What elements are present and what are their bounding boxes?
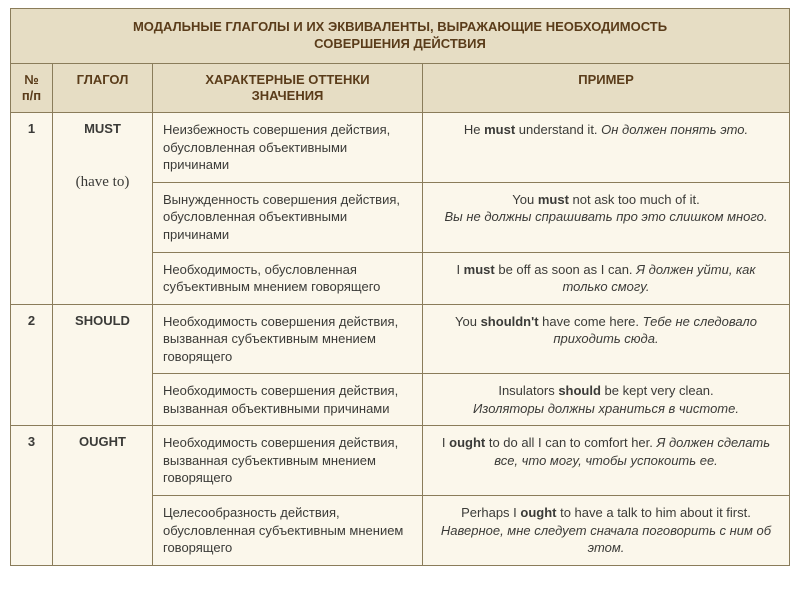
header-verb: ГЛАГОЛ	[53, 63, 153, 113]
table-title: МОДАЛЬНЫЕ ГЛАГОЛЫ И ИХ ЭКВИВАЛЕНТЫ, ВЫРА…	[11, 9, 790, 64]
row-verb: SHOULD	[53, 304, 153, 426]
table-row: 2 SHOULD Необходимость совершения действ…	[11, 304, 790, 374]
header-meaning: ХАРАКТЕРНЫЕ ОТТЕНКИ ЗНАЧЕНИЯ	[153, 63, 423, 113]
row-verb: MUST (have to)	[53, 113, 153, 304]
row-example: I ought to do all I can to comfort her. …	[423, 426, 790, 496]
row-num: 1	[11, 113, 53, 304]
table-row: 1 MUST (have to) Неизбежность совершения…	[11, 113, 790, 183]
row-meaning: Целесообразность действия, обусловленная…	[153, 496, 423, 566]
row-meaning: Неизбежность совершения действия, обусло…	[153, 113, 423, 183]
table-title-row: МОДАЛЬНЫЕ ГЛАГОЛЫ И ИХ ЭКВИВАЛЕНТЫ, ВЫРА…	[11, 9, 790, 64]
row-verb: OUGHT	[53, 426, 153, 565]
row-meaning: Необходимость совершения действия, вызва…	[153, 304, 423, 374]
row-num: 3	[11, 426, 53, 565]
title-line1: МОДАЛЬНЫЕ ГЛАГОЛЫ И ИХ ЭКВИВАЛЕНТЫ, ВЫРА…	[133, 19, 667, 34]
header-example: ПРИМЕР	[423, 63, 790, 113]
row-example: Perhaps I ought to have a talk to him ab…	[423, 496, 790, 566]
table-row: 3 OUGHT Необходимость совершения действи…	[11, 426, 790, 496]
row-meaning: Вынужденность совершения действия, обусл…	[153, 182, 423, 252]
row-meaning: Необходимость совершения действия, вызва…	[153, 374, 423, 426]
table-header-row: № п/п ГЛАГОЛ ХАРАКТЕРНЫЕ ОТТЕНКИ ЗНАЧЕНИ…	[11, 63, 790, 113]
row-example: He must understand it. Он должен понять …	[423, 113, 790, 183]
row-example: You must not ask too much of it. Вы не д…	[423, 182, 790, 252]
row-num: 2	[11, 304, 53, 426]
modal-verbs-table: МОДАЛЬНЫЕ ГЛАГОЛЫ И ИХ ЭКВИВАЛЕНТЫ, ВЫРА…	[10, 8, 790, 566]
row-example: Insulators should be kept very clean. Из…	[423, 374, 790, 426]
row-meaning: Необходимость, обусловленная субъективны…	[153, 252, 423, 304]
row-example: I must be off as soon as I can. Я должен…	[423, 252, 790, 304]
header-num: № п/п	[11, 63, 53, 113]
row-meaning: Необходимость совершения действия, вызва…	[153, 426, 423, 496]
row-example: You shouldn't have come here. Тебе не сл…	[423, 304, 790, 374]
title-line2: СОВЕРШЕНИЯ ДЕЙСТВИЯ	[314, 36, 486, 51]
